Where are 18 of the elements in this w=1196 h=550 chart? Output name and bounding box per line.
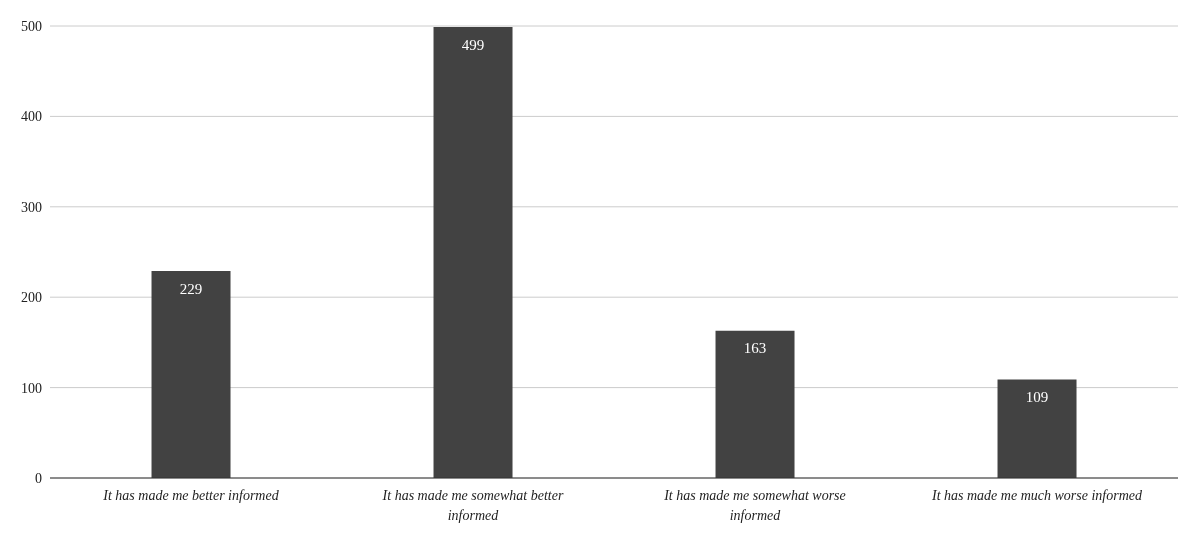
bar <box>433 26 513 478</box>
y-tick-label: 200 <box>21 290 42 306</box>
data-label: 163 <box>743 340 767 357</box>
bar <box>997 379 1077 478</box>
y-tick-label: 300 <box>21 199 42 215</box>
data-label: 109 <box>1025 389 1049 406</box>
x-tick-label: It has made me somewhat worse informed <box>663 488 846 523</box>
x-tick-label: It has made me much worse informed <box>931 488 1143 503</box>
y-tick-label: 100 <box>21 380 42 396</box>
y-tick-label: 0 <box>35 470 42 486</box>
y-tick-label: 400 <box>21 109 42 125</box>
x-tick-label: It has made me somewhat better informed <box>381 488 564 523</box>
y-tick-label: 500 <box>21 18 42 34</box>
x-tick-label: It has made me better informed <box>102 488 280 503</box>
bar <box>715 330 795 478</box>
bar <box>151 270 231 478</box>
data-label: 229 <box>179 280 203 297</box>
data-label: 499 <box>461 36 485 53</box>
